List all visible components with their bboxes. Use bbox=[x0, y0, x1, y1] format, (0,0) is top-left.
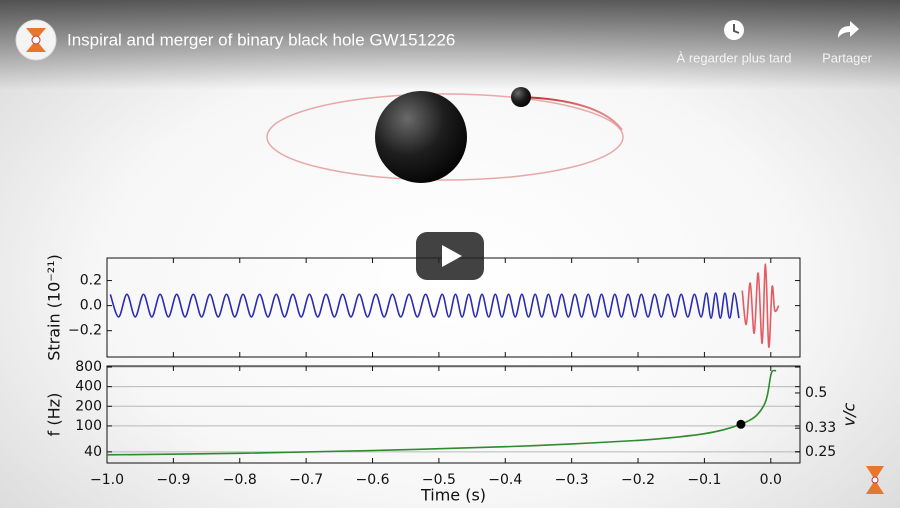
y-tick-label: 200 bbox=[75, 398, 102, 414]
share-label: Partager bbox=[822, 50, 873, 65]
x-tick-label: −0.8 bbox=[223, 472, 257, 488]
y2-tick-label: 0.25 bbox=[805, 444, 836, 460]
x-tick-label: −0.9 bbox=[156, 472, 190, 488]
y-tick-label: −0.2 bbox=[68, 323, 102, 339]
video-title[interactable]: Inspiral and merger of binary black hole… bbox=[67, 30, 455, 49]
x-tick-label: −0.6 bbox=[356, 472, 390, 488]
watermark-logo bbox=[866, 466, 884, 494]
watch-later-label: À regarder plus tard bbox=[677, 50, 792, 65]
watch-later-button[interactable]: À regarder plus tard bbox=[677, 20, 792, 65]
y-tick-label: 40 bbox=[84, 444, 102, 460]
series-line bbox=[741, 263, 780, 348]
frequency-axes bbox=[106, 365, 801, 464]
black-hole-large bbox=[375, 91, 467, 183]
y-tick-label: 800 bbox=[75, 359, 102, 375]
y-tick-label: 100 bbox=[75, 418, 102, 434]
x-tick-label: −0.4 bbox=[488, 472, 522, 488]
top-bar bbox=[0, 0, 900, 90]
y-tick-label: 0.2 bbox=[80, 273, 102, 289]
play-button[interactable] bbox=[416, 232, 484, 280]
x-tick-label: −1.0 bbox=[90, 472, 124, 488]
y2-tick-label: 0.5 bbox=[805, 385, 827, 401]
y2-axis-label: v/c bbox=[840, 402, 859, 426]
y2-tick-label: 0.33 bbox=[805, 420, 836, 436]
marker-point bbox=[736, 419, 746, 429]
x-tick-label: 0.0 bbox=[760, 472, 782, 488]
series-line bbox=[109, 292, 740, 319]
y-tick-label: 400 bbox=[75, 379, 102, 395]
channel-logo[interactable] bbox=[15, 19, 57, 61]
y-tick-label: 0.0 bbox=[80, 298, 102, 314]
series-line bbox=[106, 369, 777, 456]
x-axis-label: Time (s) bbox=[420, 486, 486, 505]
x-tick-label: −0.3 bbox=[555, 472, 589, 488]
share-button[interactable]: Partager bbox=[822, 21, 873, 65]
x-tick-label: −0.2 bbox=[621, 472, 655, 488]
orbit-trail bbox=[520, 96, 623, 131]
x-tick-label: −0.5 bbox=[422, 472, 456, 488]
y-axis-label: f (Hz) bbox=[45, 393, 64, 437]
x-tick-label: −0.7 bbox=[289, 472, 323, 488]
black-hole-small bbox=[511, 87, 531, 107]
y-axis-label: Strain (10⁻²¹) bbox=[45, 254, 64, 361]
orbit bbox=[266, 93, 624, 181]
x-tick-label: −0.1 bbox=[687, 472, 721, 488]
